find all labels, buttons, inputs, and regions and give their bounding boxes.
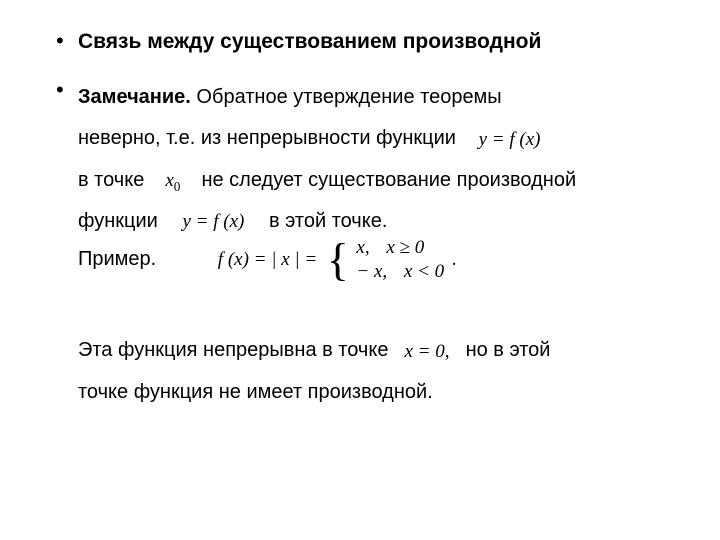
line2: неверно, т.е. из непрерывности функции [78, 127, 456, 149]
piecewise-lhs: f (x) = | x | = [218, 250, 317, 269]
line5: Пример. [78, 248, 156, 270]
line4b: в этой точке. [269, 210, 387, 232]
formula-x0eq-text: x = 0, [405, 341, 450, 362]
bullet-remark: Замечание. Обратное утверждение теоремы … [56, 77, 676, 412]
case1-cond: x ≥ 0 [374, 237, 424, 258]
line1-rest: Обратное утверждение теоремы [191, 86, 502, 108]
formula-x0-slot: x0 [150, 160, 196, 201]
formula-x0-sub: 0 [174, 179, 181, 194]
case1-val: x, [356, 237, 369, 258]
formula-x0-x: x [165, 170, 173, 191]
piecewise-cases: x, x ≥ 0 − x, x < 0 [356, 236, 444, 284]
line6b: но в этой [466, 339, 551, 361]
case2-cond: x < 0 [392, 261, 444, 282]
case2-val: − x, [356, 261, 387, 282]
line4a: функции [78, 210, 158, 232]
slide: Связь между существованием производной З… [0, 0, 720, 540]
case-2: − x, x < 0 [356, 260, 444, 284]
formula-yfx-1-slot: y = f (x) [462, 119, 558, 160]
formula-yfx-2: y = f (x) [182, 211, 244, 232]
line7: точке функция не имеет производной. [78, 381, 433, 403]
piecewise-formula: f (x) = | x | = { x, x ≥ 0 − x, x < 0 . [218, 236, 457, 284]
formula-x0eq: x = 0, [405, 341, 450, 362]
case-1: x, x ≥ 0 [356, 236, 444, 260]
formula-x0: x0 [165, 170, 180, 191]
bullet-title: Связь между существованием производной [56, 28, 676, 55]
line3a: в точке [78, 169, 144, 191]
piecewise-dot: . [450, 249, 457, 270]
title-text: Связь между существованием производной [78, 30, 541, 53]
formula-yfx-1: y = f (x) [479, 129, 541, 150]
formula-x0eq-slot: x = 0, [394, 331, 460, 372]
line6a: Эта функция непрерывна в точке [78, 339, 388, 361]
example-row: Пример. f (x) = | x | = { x, x ≥ 0 − x, … [78, 236, 676, 284]
remark-label: Замечание. [78, 86, 191, 108]
line3b: не следует существование производной [201, 169, 576, 191]
brace-icon: { [323, 239, 351, 281]
